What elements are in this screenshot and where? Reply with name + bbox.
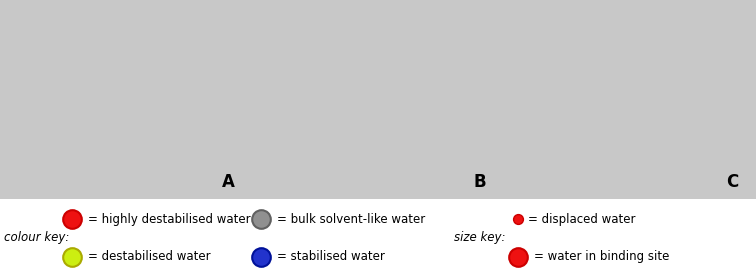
Text: = highly destabilised water: = highly destabilised water [88, 213, 251, 226]
Text: colour key:: colour key: [4, 231, 69, 244]
Text: A: A [222, 173, 234, 191]
Point [255, 217, 267, 221]
Text: B: B [474, 173, 486, 191]
Text: = stabilised water: = stabilised water [277, 250, 386, 263]
Point [512, 254, 524, 259]
Text: = destabilised water: = destabilised water [88, 250, 211, 263]
Point [66, 254, 78, 259]
Point [66, 217, 78, 221]
Text: = water in binding site: = water in binding site [534, 250, 670, 263]
Text: C: C [726, 173, 739, 191]
Point [512, 217, 524, 221]
Text: = bulk solvent-like water: = bulk solvent-like water [277, 213, 426, 226]
Point [255, 254, 267, 259]
Text: = displaced water: = displaced water [528, 213, 635, 226]
Text: size key:: size key: [454, 231, 505, 244]
